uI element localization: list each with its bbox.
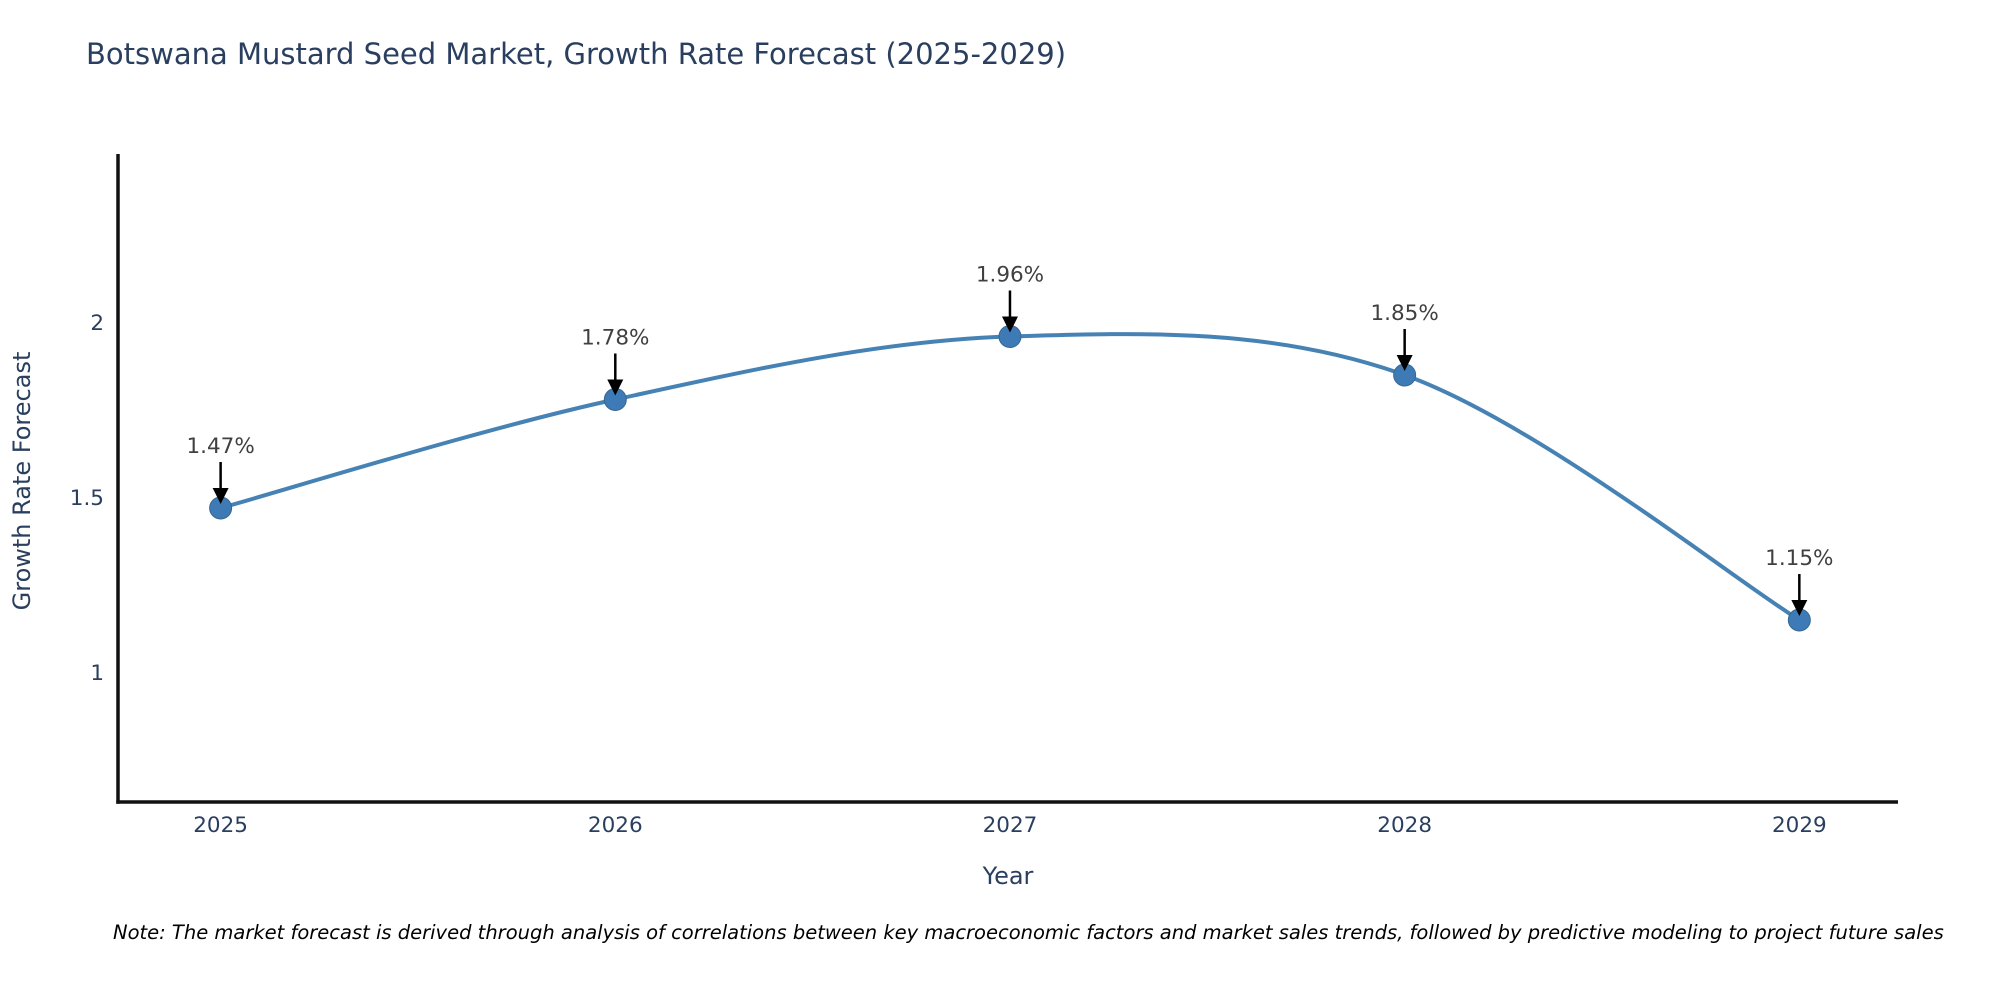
series-line [218,332,1802,622]
plot-area: 1 1.5 2 2025 2026 2027 2028 2029 1.47% 1.78% 1.96%… [70,154,1898,838]
y-axis-title: Growth Rate Forecast [8,352,36,611]
annotation-label: 1.78% [581,326,649,351]
annotation-arrowhead [212,488,229,504]
x-axis-title: Year [982,862,1034,890]
x-tick-label: 2029 [1772,813,1827,838]
y-tick-label: 2 [90,311,104,336]
annotation-arrowhead [607,379,624,396]
x-tick-label: 2027 [983,813,1038,838]
annotation-label: 1.47% [186,434,254,459]
x-tick-label: 2028 [1377,813,1432,838]
x-tick-label: 2026 [588,813,643,838]
annotation-label: 1.15% [1765,546,1833,571]
footnote: Note: The market forecast is derived thr… [113,921,1944,944]
x-tick-label: 2025 [193,813,248,838]
chart-title: Botswana Mustard Seed Market, Growth Rat… [86,37,1066,71]
annotation-label: 1.85% [1370,301,1438,326]
y-tick-label: 1.5 [70,486,104,511]
annotation-arrowhead [1396,355,1413,371]
annotation-arrowhead [1791,600,1808,616]
annotation-arrowhead [1001,316,1018,333]
annotation-label: 1.96% [976,263,1044,288]
y-tick-label: 1 [90,661,104,686]
